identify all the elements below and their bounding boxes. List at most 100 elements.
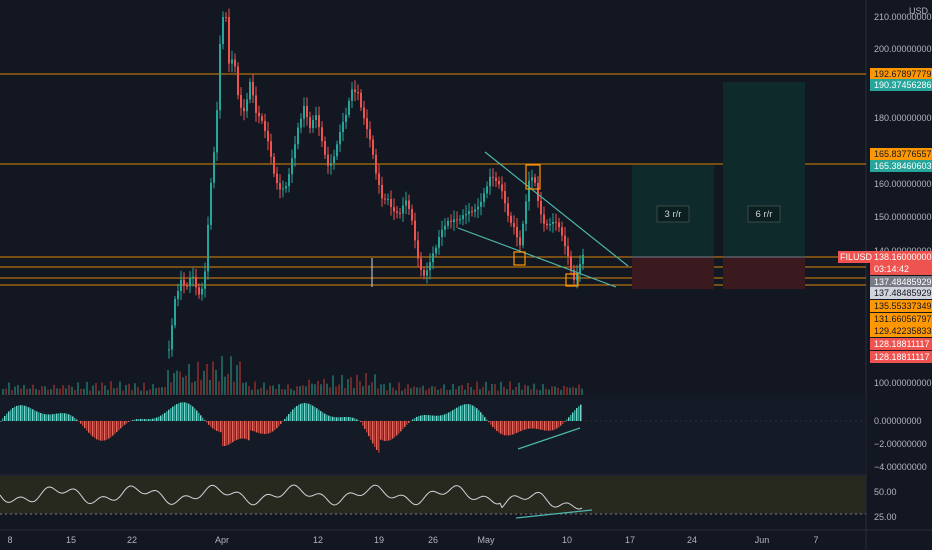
candle-body: [270, 141, 272, 157]
macd-bar: [18, 405, 20, 421]
macd-bar: [228, 421, 230, 445]
candle-body: [546, 223, 548, 226]
macd-bar: [254, 421, 256, 432]
macd-bar: [236, 421, 238, 440]
price-tag: [870, 68, 932, 80]
volume-bar: [392, 387, 394, 395]
volume-bar: [224, 376, 226, 395]
volume-bar: [341, 374, 343, 395]
macd-bar: [30, 408, 32, 421]
volume-bar: [554, 386, 556, 395]
candle-body: [573, 269, 575, 281]
macd-bar: [134, 419, 136, 421]
macd-bar: [520, 421, 522, 432]
volume-bar: [581, 388, 583, 395]
macd-bar: [234, 421, 236, 441]
candle-body: [309, 117, 311, 128]
macd-bar: [448, 412, 450, 421]
macd-bar: [574, 410, 576, 421]
candle-body: [450, 220, 452, 222]
volume-bar: [572, 386, 574, 395]
volume-bar: [470, 387, 472, 395]
macd-bar: [342, 417, 344, 421]
volume-bar: [62, 385, 64, 395]
macd-bar: [270, 421, 272, 433]
macd-bar: [150, 418, 152, 421]
macd-bar: [440, 415, 442, 421]
macd-bar: [580, 404, 582, 421]
macd-bar: [222, 421, 224, 447]
volume-bar: [401, 390, 403, 395]
macd-bar: [366, 421, 368, 433]
macd-bar: [12, 407, 14, 421]
macd-bar: [464, 404, 466, 421]
macd-bar: [518, 421, 520, 433]
macd-bar: [256, 421, 258, 433]
candle-body: [531, 177, 533, 181]
volume-bar: [35, 389, 37, 395]
macd-bar: [4, 415, 6, 421]
volume-bar: [38, 390, 40, 395]
candle-body: [435, 247, 437, 254]
macd-bar: [240, 421, 242, 439]
candle-body: [564, 235, 566, 247]
macd-bar: [322, 412, 324, 421]
volume-bar: [368, 385, 370, 395]
volume-bar: [527, 385, 529, 395]
volume-bar: [524, 384, 526, 395]
candle-body: [501, 184, 503, 192]
volume-bar: [209, 380, 211, 395]
drawings[interactable]: [371, 151, 629, 519]
candle-body: [261, 116, 263, 121]
macd-bar: [160, 415, 162, 421]
volume-bar: [302, 385, 304, 395]
macd-bar: [202, 417, 204, 421]
macd-bar: [138, 419, 140, 421]
volume-bar: [521, 389, 523, 395]
volume-bar: [161, 387, 163, 395]
macd-bar: [562, 421, 564, 424]
candle-body: [498, 181, 500, 185]
macd-bar: [560, 421, 562, 426]
macd-bar: [312, 405, 314, 421]
risk-reward-boxes[interactable]: 3 r/r 6 r/r: [632, 82, 805, 289]
macd-bar: [352, 417, 354, 421]
candle-body: [516, 226, 518, 238]
macd-bar: [544, 421, 546, 431]
volume-bar: [254, 381, 256, 395]
volume-bar: [344, 388, 346, 395]
price-tag-label: 137.48485929: [874, 277, 932, 287]
volume-bar: [59, 388, 61, 395]
candle-body: [411, 209, 413, 221]
candle-body: [258, 112, 260, 117]
volume-bar: [515, 386, 517, 395]
price-tag-label: 138.16000000: [874, 252, 932, 262]
volume-bar: [305, 386, 307, 395]
candle-body: [360, 92, 362, 108]
marker-box: [525, 164, 541, 190]
macd-bar: [452, 410, 454, 421]
volume-bar: [422, 385, 424, 395]
volume-bar: [545, 388, 547, 395]
macd-bar: [396, 421, 398, 436]
volume-bar: [221, 356, 223, 395]
candle-body: [462, 215, 464, 220]
macd-bar: [140, 418, 142, 421]
candle-body: [255, 95, 257, 113]
candle-body: [168, 349, 170, 351]
candle-body: [444, 225, 446, 230]
macd-bar: [94, 421, 96, 439]
macd-bar: [504, 421, 506, 436]
macd-bar: [38, 412, 40, 421]
time-axis[interactable]: 8 15 22 Apr 12 19 26 May 10 17 24 Jun 7: [7, 535, 818, 545]
volume-bar: [494, 383, 496, 395]
macd-bar: [100, 421, 102, 441]
volume-bar: [473, 389, 475, 395]
candle-body: [432, 253, 434, 263]
candle-body: [243, 107, 245, 112]
macd-bar: [148, 419, 150, 421]
macd-bar: [436, 415, 438, 421]
macd-bar: [104, 421, 106, 441]
